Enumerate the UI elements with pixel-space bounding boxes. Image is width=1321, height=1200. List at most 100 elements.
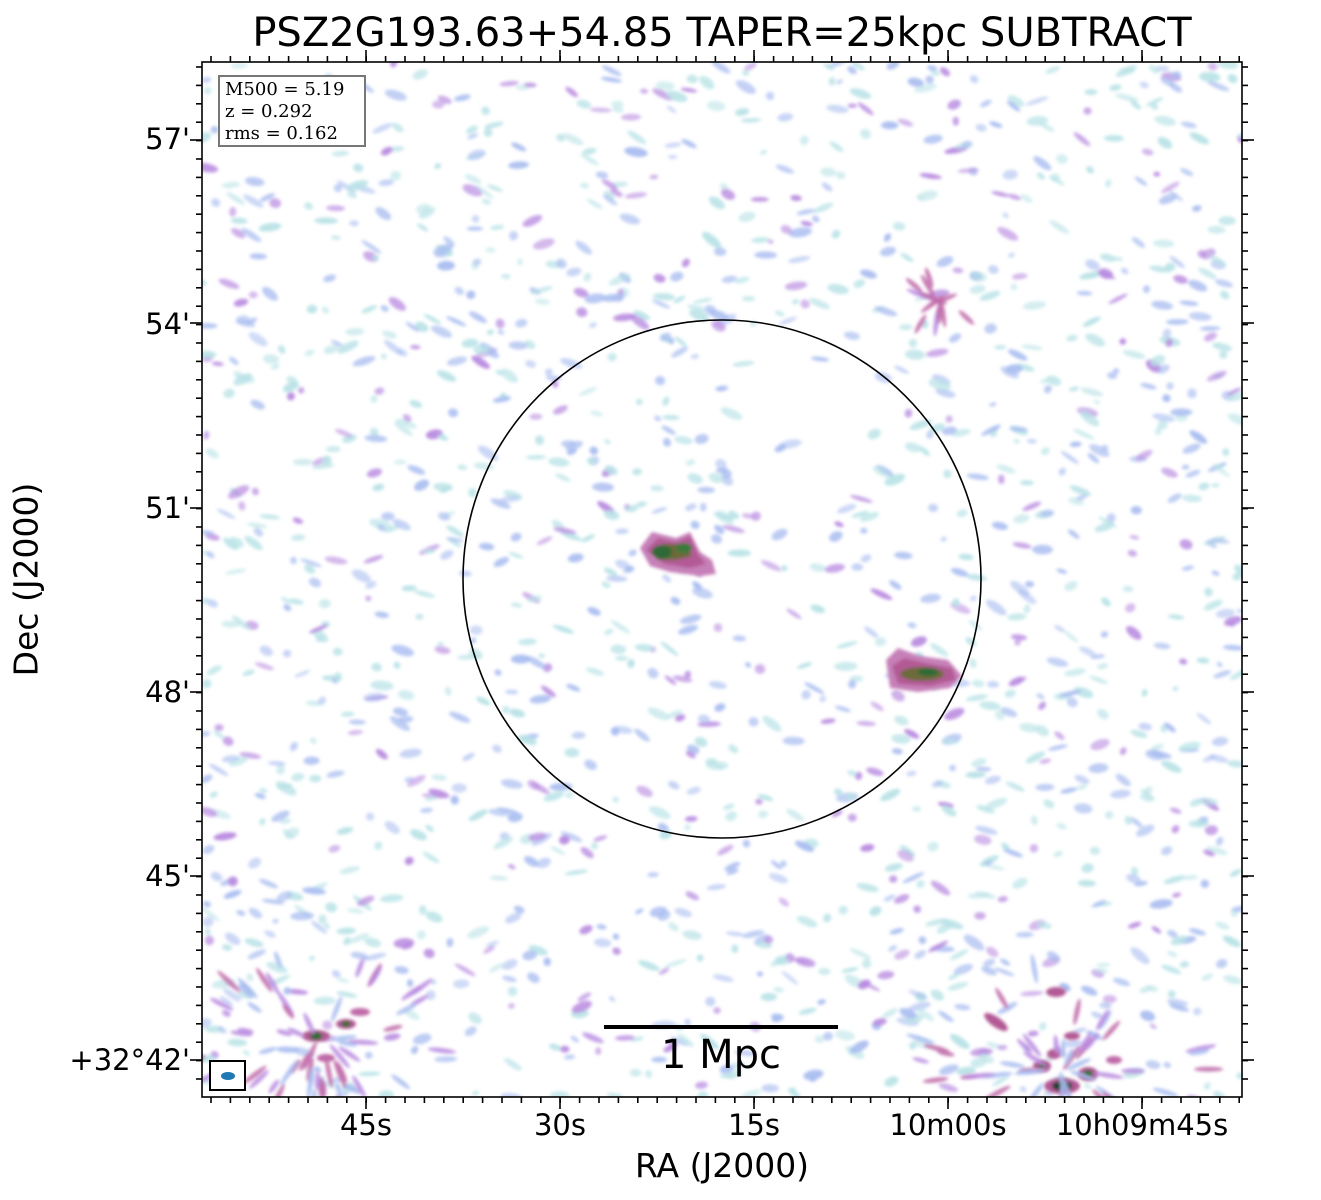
noise-blob (304, 564, 316, 574)
noise-blob (730, 1062, 746, 1069)
noise-blob (1215, 608, 1235, 618)
noise-blob (848, 679, 857, 689)
noise-blob (492, 396, 512, 403)
noise-blob (731, 944, 739, 954)
noise-blob (847, 813, 857, 822)
noise-blob (976, 804, 995, 814)
noise-blob (715, 458, 727, 470)
noise-blob (882, 1008, 898, 1018)
noise-blob (1130, 100, 1142, 110)
noise-blob (788, 227, 812, 238)
noise-blob (1082, 316, 1101, 327)
noise-blob (380, 305, 389, 312)
noise-blob (1032, 544, 1053, 555)
x-axis-label: RA (J2000) (634, 1146, 810, 1185)
noise-blob (1154, 426, 1162, 436)
noise-blob (1229, 668, 1242, 681)
noise-blob (661, 425, 676, 435)
noise-blob (891, 690, 905, 702)
noise-blob (630, 1036, 644, 1042)
noise-blob (505, 689, 519, 695)
noise-blob (1086, 166, 1095, 174)
noise-blob (615, 528, 629, 535)
noise-blob (796, 662, 812, 669)
noise-blob (997, 474, 1005, 485)
noise-blob (282, 649, 292, 658)
noise-blob (1113, 368, 1120, 374)
noise-blob (779, 316, 797, 325)
noise-blob (969, 284, 986, 294)
noise-blob (966, 473, 989, 481)
noise-blob (409, 400, 423, 408)
noise-blob (687, 304, 707, 312)
noise-blob (1227, 387, 1242, 396)
noise-blob (751, 237, 770, 243)
sidelobe-streak (258, 1046, 278, 1055)
noise-blob (1140, 788, 1154, 800)
noise-blob (502, 959, 518, 970)
noise-blob (966, 573, 987, 581)
noise-blob (1149, 899, 1173, 909)
sidelobe-streak (299, 1053, 310, 1072)
noise-blob (648, 806, 671, 820)
noise-blob (390, 62, 397, 68)
noise-blob (1167, 950, 1178, 958)
scale-bar-label: 1 Mpc (660, 1032, 782, 1078)
noise-blob (434, 163, 442, 169)
noise-blob (391, 644, 415, 657)
noise-blob (732, 361, 755, 367)
noise-blob (748, 717, 759, 727)
bottom-right-source (984, 987, 1122, 1094)
sidelobe-streak (311, 1089, 317, 1097)
noise-blob (423, 314, 442, 325)
noise-blob (1169, 807, 1182, 814)
noise-blob (851, 563, 864, 571)
noise-blob (267, 761, 286, 766)
noise-blob (522, 214, 543, 227)
noise-blob (874, 637, 887, 647)
noise-blob (499, 495, 521, 503)
noise-blob (437, 260, 455, 271)
noise-blob (1196, 657, 1210, 664)
noise-blob (493, 556, 510, 568)
noise-blob (834, 661, 858, 671)
sidelobe-streak (1064, 1048, 1074, 1066)
noise-blob (372, 483, 385, 492)
noise-blob (345, 328, 365, 336)
noise-blob (404, 856, 414, 866)
noise-blob (773, 987, 785, 993)
noise-blob (346, 180, 369, 191)
noise-blob (222, 944, 232, 951)
noise-blob (221, 181, 241, 189)
sidelobe-streak (920, 295, 944, 313)
noise-blob (489, 962, 505, 973)
noise-blob (300, 558, 322, 568)
noise-blob (774, 956, 789, 965)
ytick-label-57: 57' (145, 122, 190, 156)
noise-blob (223, 889, 242, 899)
noise-blob (1178, 658, 1188, 665)
noise-blob (580, 153, 599, 166)
noise-blob (926, 65, 938, 71)
noise-blob (1189, 132, 1210, 145)
noise-blob (708, 472, 724, 484)
noise-blob (877, 970, 895, 980)
noise-blob (609, 996, 616, 1002)
noise-blob (985, 797, 1008, 810)
noise-blob (929, 643, 949, 657)
noise-blob (321, 306, 329, 314)
noise-blob (323, 922, 331, 929)
noise-blob (909, 1041, 917, 1050)
noise-blob (203, 901, 211, 908)
noise-blob (284, 827, 300, 839)
noise-blob (684, 816, 698, 822)
noise-blob (971, 758, 987, 767)
noise-blob (610, 644, 627, 655)
noise-blob (389, 716, 411, 732)
noise-blob (1099, 253, 1116, 262)
noise-blob (603, 567, 618, 577)
sidelobe-streak (923, 1044, 950, 1053)
noise-blob (1085, 259, 1100, 271)
noise-blob (808, 298, 831, 310)
y-axis-label: Dec (J2000) (6, 482, 46, 677)
